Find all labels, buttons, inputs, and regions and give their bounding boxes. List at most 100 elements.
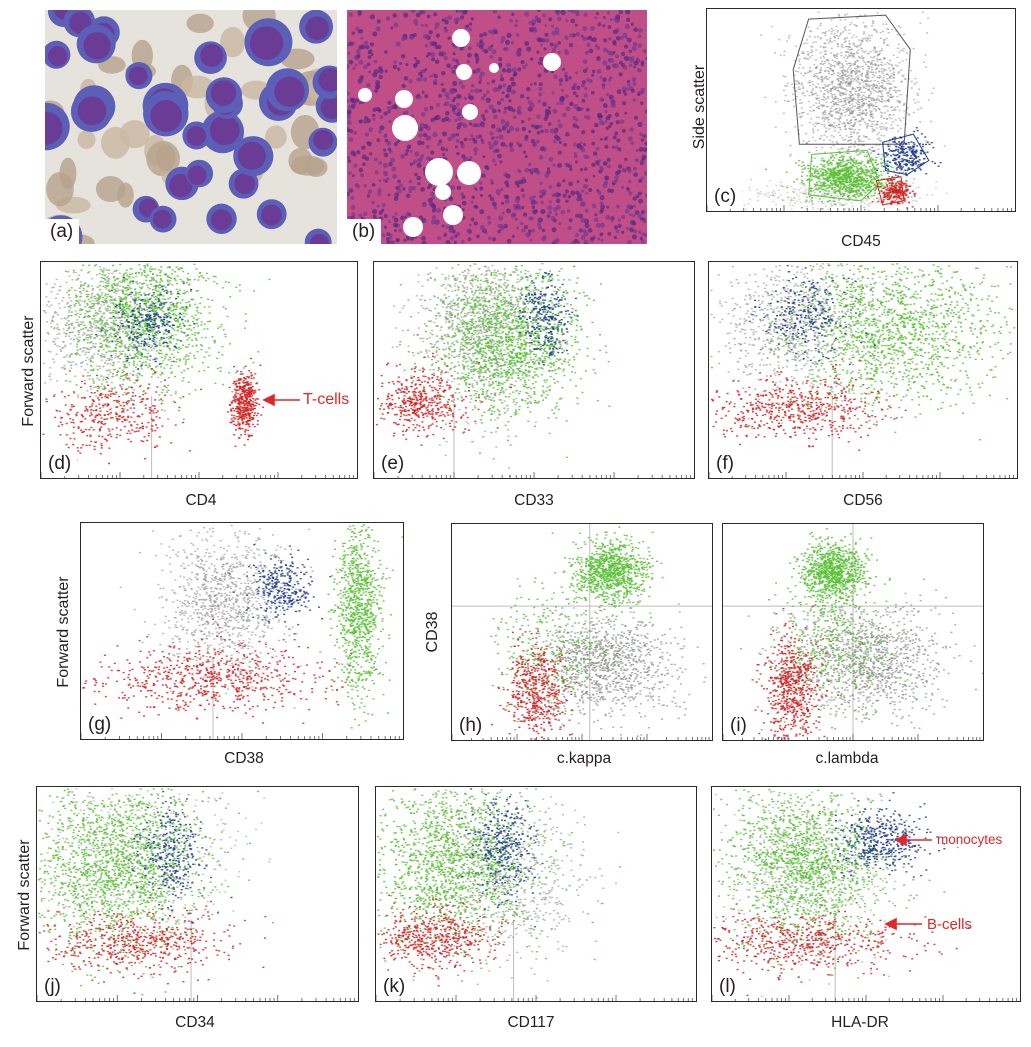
event-cluster-gray: [46, 788, 272, 960]
panel-tag-e: (e): [376, 451, 411, 476]
event-cluster-gray: [400, 788, 620, 999]
event-cluster-red: [375, 334, 512, 446]
scatter-plot-d: (d): [40, 261, 358, 479]
event-cluster-red: [713, 902, 970, 996]
event-cluster-red: [42, 368, 203, 465]
scatter-canvas-i: [723, 524, 983, 740]
y-axis-label-g: Forward scatter: [55, 562, 73, 702]
event-cluster-green: [787, 528, 886, 622]
panel-tag-h: (h): [454, 713, 489, 738]
b-cells-annotation: B-cells: [927, 916, 972, 933]
scatter-plot-e: (e): [373, 261, 695, 479]
x-axis-label-h: c.kappa: [484, 750, 684, 768]
event-cluster-blue: [509, 272, 579, 372]
panel-tag-j: (j): [39, 974, 67, 999]
y-axis-label-c: Side scatter: [691, 42, 709, 172]
x-axis-ticks-i: [723, 734, 981, 740]
x-axis-label-e: CD33: [434, 492, 634, 510]
y-axis-label-h: CD38: [424, 587, 442, 677]
y-axis-label-j: Forward scatter: [16, 825, 34, 965]
panel-tag-i: (i): [725, 713, 753, 738]
t-cells-annotation: T-cells: [303, 391, 349, 409]
scatter-canvas-g: [81, 524, 403, 739]
panel-tag-d: (d): [43, 451, 78, 476]
x-axis-ticks-d: [41, 472, 354, 478]
x-axis-ticks-c: [707, 205, 1012, 211]
x-axis-label-c: CD45: [761, 233, 961, 251]
event-cluster-green: [551, 526, 664, 619]
x-axis-label-j: CD34: [95, 1014, 295, 1032]
panel-tag-k: (k): [378, 974, 412, 999]
micrograph-b-image: [347, 10, 647, 244]
scatter-canvas-h: [452, 524, 712, 740]
scatter-plot-h: (h): [451, 523, 713, 741]
event-cluster-red: [82, 618, 378, 724]
micrograph-b: (b): [347, 10, 647, 244]
x-axis-label-l: HLA-DR: [760, 1014, 960, 1032]
event-cluster-gray: [747, 578, 983, 731]
panel-tag-f: (f): [711, 451, 740, 476]
event-cluster-blue: [748, 264, 876, 365]
scatter-canvas-e: [374, 263, 691, 478]
scatter-canvas-d: [41, 263, 354, 478]
event-cluster-t-cells: [227, 357, 265, 447]
event-cluster-green: [713, 789, 959, 979]
x-axis-ticks-e: [374, 472, 691, 478]
scatter-plot-l: (l): [711, 786, 1021, 1002]
monocytes-annotation: monocytes: [937, 832, 1002, 847]
panel-tag-b: (b): [347, 219, 382, 244]
gate-blue: [882, 133, 930, 176]
x-axis-label-i: c.lambda: [747, 750, 947, 768]
event-cluster-blue: [461, 788, 544, 928]
panel-tag-g: (g): [83, 712, 118, 737]
x-axis-ticks-f: [709, 472, 1014, 478]
gate-red: [875, 176, 905, 206]
event-cluster-green-tail: [740, 556, 937, 731]
event-cluster-red: [490, 628, 578, 740]
x-axis-ticks-g: [81, 733, 400, 739]
scatter-plot-g: (g): [80, 522, 404, 740]
event-cluster-gray: [119, 524, 314, 709]
event-cluster-green-tail: [490, 559, 635, 731]
event-cluster-blue: [95, 276, 196, 381]
event-cluster-red: [711, 359, 907, 451]
scatter-plot-k: (k): [375, 786, 697, 1002]
scatter-canvas-l: [712, 789, 1017, 1001]
scatter-plot-c: (c): [706, 8, 1016, 212]
event-cluster-blue: [127, 790, 233, 930]
x-axis-label-d: CD4: [101, 492, 301, 510]
scatter-plot-j: (j): [36, 786, 359, 1002]
event-cluster-blue: [228, 544, 332, 635]
scatter-canvas-k: [376, 788, 693, 1001]
event-cluster-green: [38, 788, 274, 998]
gate-green: [808, 149, 881, 202]
event-cluster-red: [38, 897, 267, 994]
panel-tag-l: (l): [714, 974, 742, 999]
panel-tag-a: (a): [45, 219, 80, 244]
scatter-canvas-j: [37, 788, 355, 1001]
micrograph-a: (a): [45, 10, 337, 244]
y-axis-label-d: Forward scatter: [20, 301, 38, 441]
scatter-plot-i: (i): [722, 523, 984, 741]
x-axis-label-g: CD38: [144, 750, 344, 768]
x-axis-ticks-l: [712, 995, 1017, 1001]
event-cluster-green: [319, 524, 403, 729]
panel-tag-c: (c): [709, 184, 743, 209]
x-axis-ticks-j: [37, 995, 355, 1001]
scatter-canvas-f: [709, 263, 1016, 478]
event-cluster-blue: [872, 127, 942, 178]
event-cluster-gray: [391, 263, 562, 469]
x-axis-ticks-h: [452, 734, 710, 740]
event-cluster-red: [751, 605, 839, 740]
event-cluster-green: [43, 263, 271, 427]
x-axis-label-f: CD56: [763, 492, 963, 510]
micrograph-a-image: [45, 10, 337, 244]
x-axis-label-k: CD117: [431, 1014, 631, 1032]
event-cluster-green: [765, 148, 914, 211]
gate-gray: [792, 14, 911, 145]
scatter-plot-f: (f): [708, 261, 1018, 479]
event-cluster-gray: [494, 574, 707, 737]
event-cluster-gray: [760, 11, 946, 209]
x-axis-ticks-k: [376, 995, 693, 1001]
scatter-canvas-c: [707, 11, 1012, 211]
